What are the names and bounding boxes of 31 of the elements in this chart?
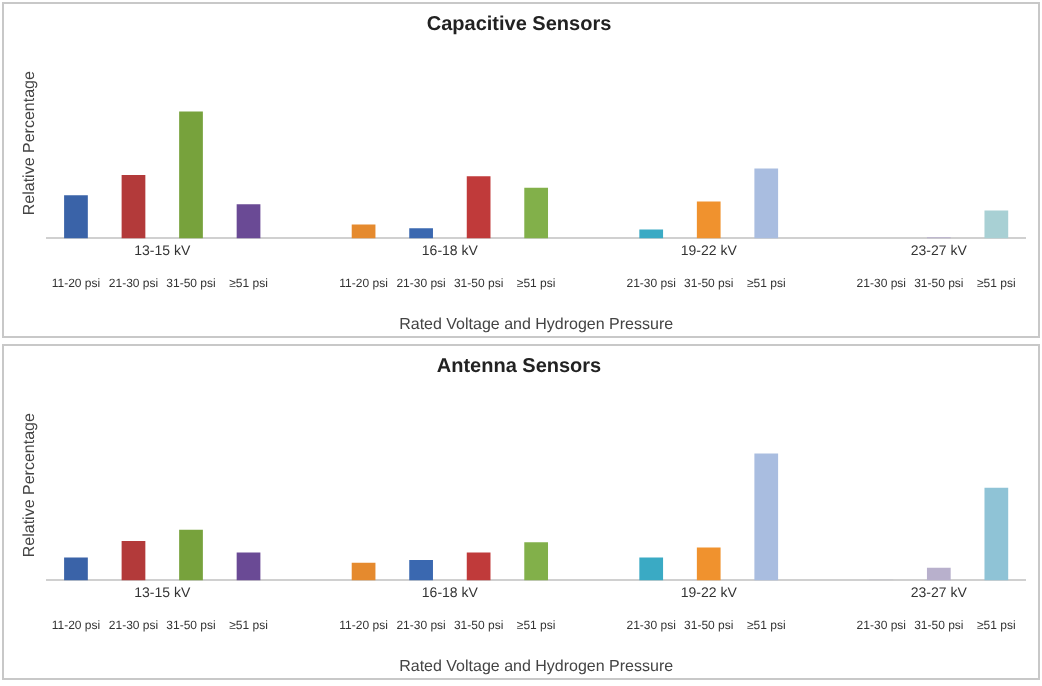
bar (984, 487, 1009, 581)
chart-title: Antenna Sensors (436, 355, 603, 378)
bar (754, 453, 779, 581)
bar (984, 210, 1009, 239)
bar (179, 111, 203, 239)
bar (409, 228, 433, 239)
x-axis-title: Rated Voltage and Hydrogen Pressure (399, 656, 675, 675)
bar (121, 541, 146, 581)
bar (754, 168, 779, 239)
bar (524, 187, 549, 239)
bar (466, 176, 491, 239)
bar (236, 552, 261, 581)
bar (466, 552, 491, 581)
bar (121, 174, 146, 239)
y-axis-title: Relative Percentage (20, 70, 39, 216)
bar (179, 529, 203, 581)
bar (64, 557, 88, 581)
bar (696, 201, 721, 239)
bar (64, 195, 88, 239)
bar (696, 547, 721, 581)
chart-title: Capacitive Sensors (426, 13, 613, 36)
bar (409, 560, 433, 581)
bar (639, 557, 664, 581)
x-axis-title: Rated Voltage and Hydrogen Pressure (399, 314, 675, 333)
bar (236, 204, 261, 239)
y-axis-title: Relative Percentage (20, 412, 39, 558)
bar (351, 562, 376, 581)
bar (351, 224, 376, 239)
bar (639, 229, 664, 239)
bar (524, 542, 549, 581)
bar (926, 567, 951, 581)
